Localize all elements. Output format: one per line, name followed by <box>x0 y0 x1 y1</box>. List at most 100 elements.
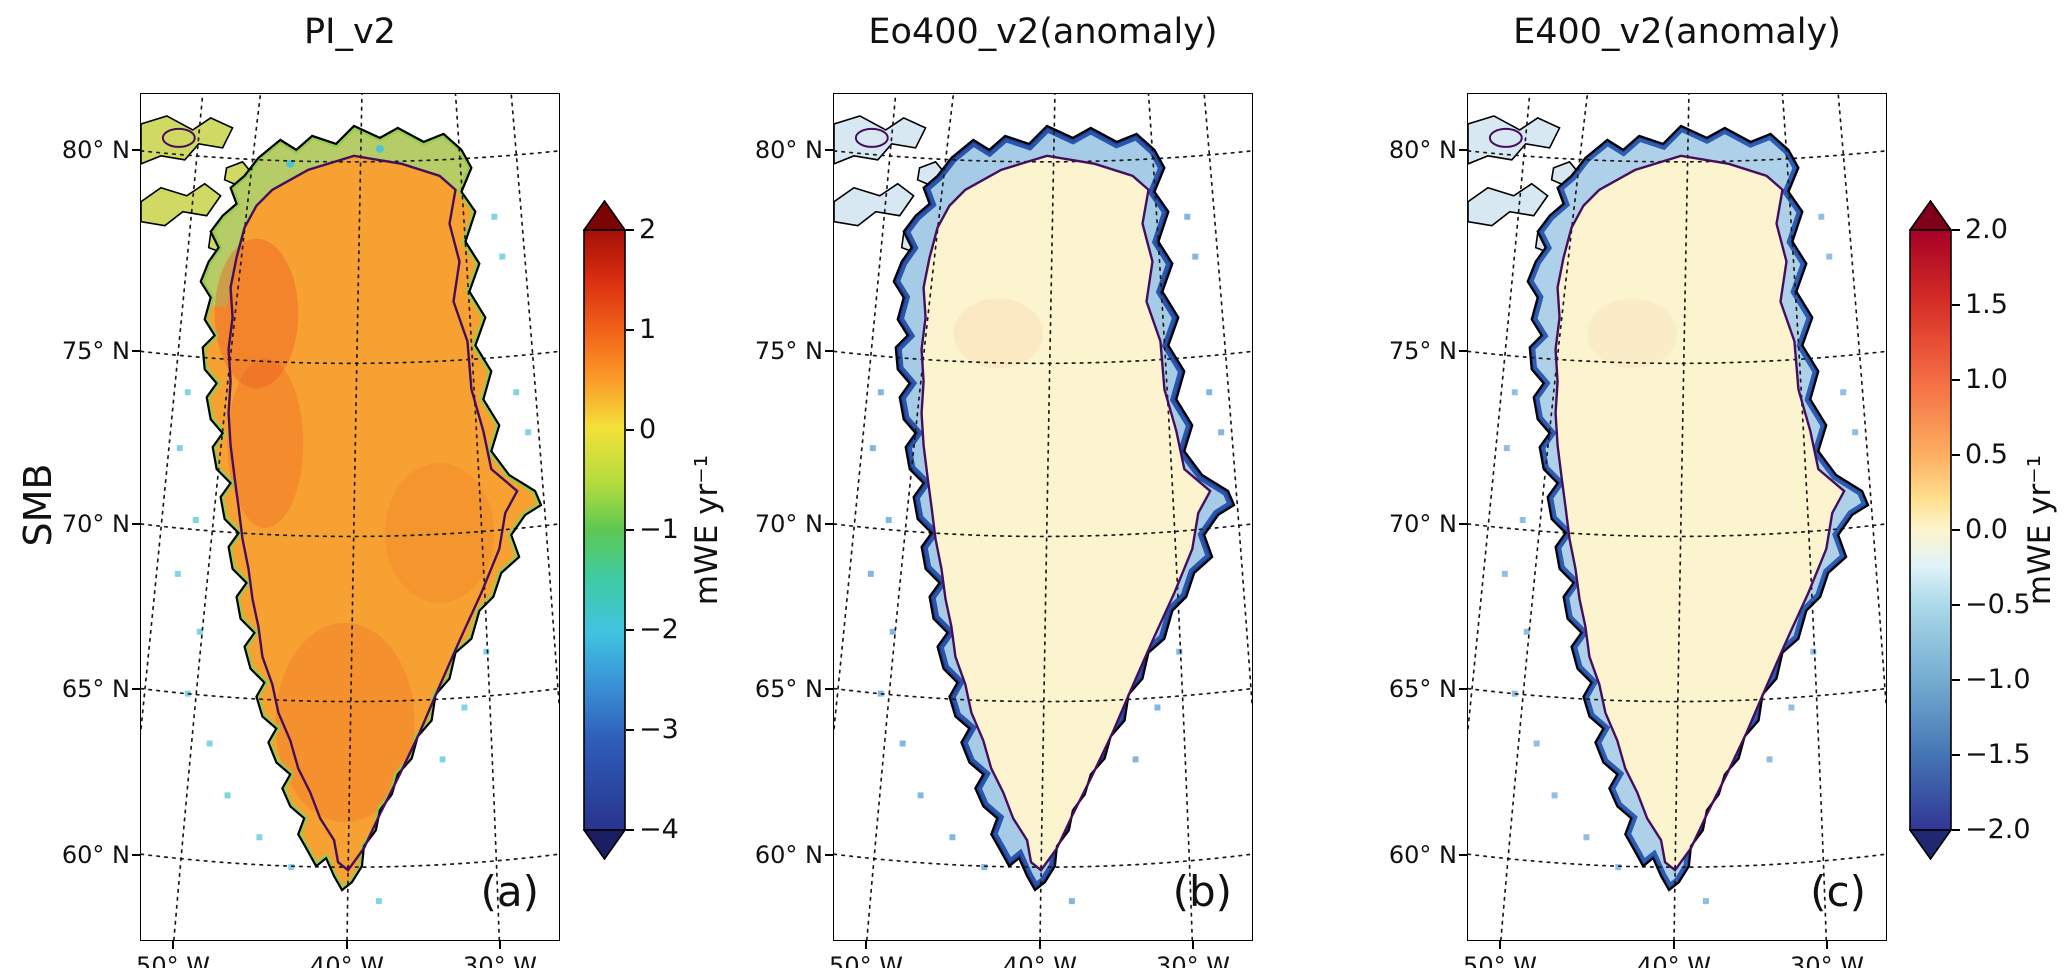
island-ice-cap-contour <box>1488 127 1523 148</box>
lon-label: 40° W <box>310 952 384 968</box>
lat-label: 80° N <box>61 136 130 164</box>
lat-tick <box>825 350 833 352</box>
lat-label: 70° N <box>754 510 823 538</box>
lat-label: 80° N <box>754 136 823 164</box>
lon-label: 30° W <box>463 952 537 968</box>
colorbar-tick <box>1952 229 1960 231</box>
colorbar-tick-label: 2.0 <box>1965 214 2008 245</box>
lon-label: 40° W <box>1003 952 1077 968</box>
lon-tick <box>1673 941 1675 949</box>
panel-b: Eo400_v2(anomaly) (b) 80° N 75° N 70° <box>755 0 1253 968</box>
colorbar-tick <box>626 529 634 531</box>
colorbar-unit-label: mWE yr⁻¹ <box>689 454 725 606</box>
lat-label: 75° N <box>754 337 823 365</box>
panel-a: PI_v2 <box>62 0 560 968</box>
lon-tick <box>1826 941 1828 949</box>
greenland-map-b <box>834 94 1252 940</box>
lon-tick <box>499 941 501 949</box>
smb-field-overlays <box>200 125 541 890</box>
colorbar-tick <box>1952 604 1960 606</box>
lat-tick <box>1459 854 1467 856</box>
panel-a-title: PI_v2 <box>304 12 396 52</box>
lat-label: 70° N <box>61 510 130 538</box>
island-ice-cap-contour <box>161 127 196 148</box>
colorbar-tick-label: 0.5 <box>1965 439 2008 470</box>
panel-c-letter: (c) <box>1810 867 1866 916</box>
lat-label: 65° N <box>754 675 823 703</box>
colorbar-top-arrow <box>583 200 626 231</box>
colorbar-tick-label: 1.0 <box>1965 364 2008 395</box>
island-ice-cap-contour <box>854 127 889 148</box>
lat-label: 65° N <box>1388 675 1457 703</box>
lon-label: 50° W <box>1463 952 1537 968</box>
lon-label: 50° W <box>136 952 210 968</box>
lat-label: 65° N <box>61 675 130 703</box>
colorbar-tick <box>1952 754 1960 756</box>
lat-label: 60° N <box>754 841 823 869</box>
lat-tick <box>1459 523 1467 525</box>
lon-tick <box>346 941 348 949</box>
colorbar-tick-label: −1 <box>639 514 679 545</box>
lat-tick <box>1459 688 1467 690</box>
lat-tick <box>132 523 140 525</box>
lon-tick <box>1499 941 1501 949</box>
lon-tick <box>172 941 174 949</box>
colorbar-tick <box>1952 379 1960 381</box>
warm-anomaly-patch <box>1587 298 1677 369</box>
panel-b-map-frame: (b) <box>833 93 1253 941</box>
panel-b-title: Eo400_v2(anomaly) <box>868 12 1218 52</box>
colorbar-tick-label: 1.5 <box>1965 289 2008 320</box>
colorbar-tick-label: −2 <box>639 614 679 645</box>
colorbar-tick <box>1952 829 1960 831</box>
lat-label: 75° N <box>61 337 130 365</box>
colorbar-tick <box>626 629 634 631</box>
colorbar-tick-label: 1 <box>639 314 657 345</box>
colorbar-tick-label: −0.5 <box>1965 589 2031 620</box>
colorbar-tick-label: −1.0 <box>1965 664 2031 695</box>
colorbar-smb: 2 1 0 −1 −2 −3 −4 mWE yr⁻¹ <box>583 200 753 860</box>
lat-label: 70° N <box>1388 510 1457 538</box>
colorbar-tick-label: −1.5 <box>1965 739 2031 770</box>
greenland-map-a <box>141 94 559 940</box>
colorbar-tick-label: −2.0 <box>1965 814 2031 845</box>
colorbar-smb-gradient <box>583 200 626 860</box>
lat-label: 75° N <box>1388 337 1457 365</box>
greenland-map-c <box>1468 94 1886 940</box>
lat-tick <box>825 523 833 525</box>
lat-label: 60° N <box>61 841 130 869</box>
lat-tick <box>1459 149 1467 151</box>
colorbar-tick-label: −3 <box>639 714 679 745</box>
colorbar-body <box>1909 229 1952 831</box>
lon-label: 50° W <box>829 952 903 968</box>
colorbar-tick <box>626 729 634 731</box>
colorbar-bottom-arrow <box>583 829 626 860</box>
colorbar-tick <box>1952 679 1960 681</box>
lon-tick <box>1039 941 1041 949</box>
warm-anomaly-patch <box>953 298 1043 369</box>
lon-tick <box>1192 941 1194 949</box>
lon-tick <box>865 941 867 949</box>
panel-b-letter: (b) <box>1172 867 1232 916</box>
lat-tick <box>132 854 140 856</box>
colorbar-tick <box>626 429 634 431</box>
colorbar-tick-label: 0.0 <box>1965 514 2008 545</box>
lat-tick <box>132 149 140 151</box>
colorbar-anomaly-gradient <box>1909 200 1952 860</box>
lat-tick <box>132 350 140 352</box>
lon-label: 40° W <box>1637 952 1711 968</box>
colorbar-tick <box>1952 454 1960 456</box>
colorbar-tick-label: −4 <box>639 814 679 845</box>
lat-tick <box>825 854 833 856</box>
panel-c: E400_v2(anomaly) (c) 80° N 75° N 70° <box>1389 0 1887 968</box>
colorbar-unit-label: mWE yr⁻¹ <box>2022 454 2058 606</box>
colorbar-tick <box>626 229 634 231</box>
lon-label: 30° W <box>1156 952 1230 968</box>
colorbar-tick <box>626 329 634 331</box>
lat-label: 80° N <box>1388 136 1457 164</box>
colorbar-tick-label: 2 <box>639 214 657 245</box>
panel-a-map-frame: (a) <box>140 93 560 941</box>
panel-a-letter: (a) <box>480 867 539 916</box>
lon-label: 30° W <box>1790 952 1864 968</box>
colorbar-tick <box>1952 304 1960 306</box>
